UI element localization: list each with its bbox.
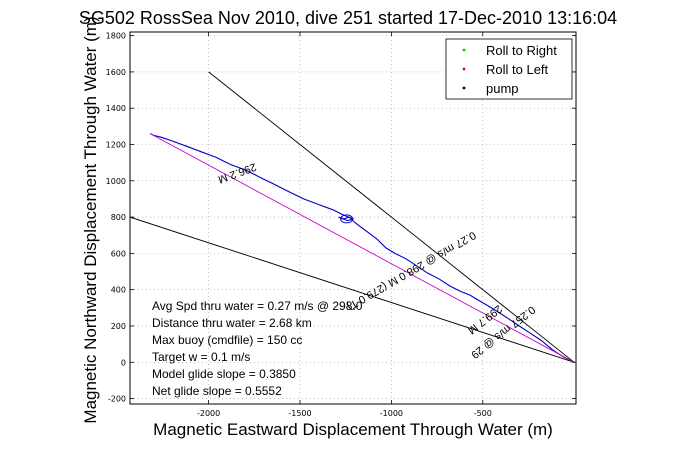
legend: Roll to Right Roll to Left pump [445,38,573,100]
y-tick-label: 0 [121,358,126,367]
legend-marker [462,86,466,90]
x-axis-label: Magnetic Eastward Displacement Through W… [153,420,553,439]
stats-line: Avg Spd thru water = 0.27 m/s @ 298.0 [152,299,363,313]
y-tick-label: 400 [111,286,126,295]
legend-box [445,38,573,100]
legend-label: Roll to Left [486,62,549,77]
stats-line: Max buoy (cmdfile) = 150 cc [152,333,302,347]
x-tick-label: -1500 [288,409,311,418]
plot-frame [129,31,577,405]
stats-line: Target w = 0.1 m/s [152,350,250,364]
series-line-reference-upper [208,71,575,363]
track-loop-marker [340,214,354,224]
plot-area: -2000 -1500 -1000 -500-20002004006008001000… [106,31,577,418]
y-tick-label: 200 [111,322,126,331]
legend-label: pump [486,81,519,96]
y-tick-label: 1600 [106,68,126,77]
stats-line: Net glide slope = 0.5552 [152,384,282,398]
y-tick-label: 1400 [106,104,126,113]
y-tick-label: 1800 [106,32,126,41]
series-line-reference-lower [130,216,575,363]
y-tick-label: 600 [111,249,126,258]
stats-line: Distance thru water = 2.68 km [152,316,312,330]
legend-label: Roll to Right [486,43,557,58]
y-tick-label: 1200 [106,141,126,150]
y-tick-label: 1000 [106,177,126,186]
series-group [130,71,575,363]
y-axis-label: Magnetic Northward Displacement Through … [81,16,100,423]
stats-line: Model glide slope = 0.3850 [152,367,296,381]
series-line-track [149,133,575,363]
legend-marker [462,48,466,52]
x-tick-label: -2000 [197,409,220,418]
chart-title: SG502 RossSea Nov 2010, dive 251 started… [79,8,617,28]
y-tick-label: 800 [111,213,126,222]
series-line-reference-mid [149,133,575,363]
y-tick-label: -200 [108,395,126,404]
x-tick-label: -1000 [380,409,403,418]
legend-marker [462,67,466,71]
x-tick-label: -500 [474,409,492,418]
